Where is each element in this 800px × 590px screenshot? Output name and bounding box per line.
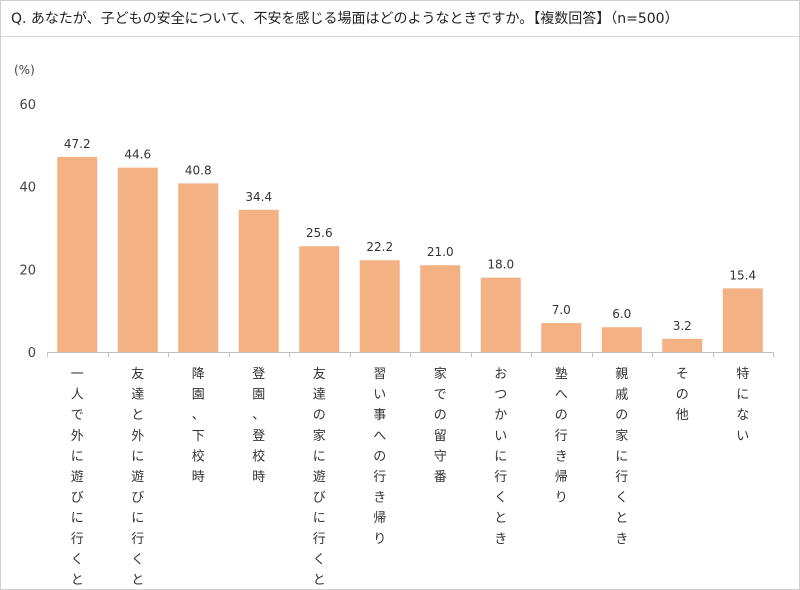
bar (480, 277, 521, 352)
category-labels: 一人で外に遊びに行くとき 友達と外に遊びに行くとき 降園、下校時 登園、登校時 友達の家… (71, 366, 750, 590)
data-label: 18.0 (487, 258, 514, 272)
data-label: 25.6 (306, 226, 333, 240)
chart-title: Q. あなたが、子どもの安全について、不安を感じる場面はどのようなときですか。【… (1, 1, 799, 37)
data-label: 22.2 (366, 240, 393, 254)
bar (178, 183, 219, 352)
bar (541, 323, 582, 352)
category-label: 降園、下校時 (192, 367, 205, 485)
data-label: 21.0 (427, 245, 454, 259)
y-tick-label: 0 (28, 346, 36, 361)
x-axis (47, 352, 774, 357)
category-label: おつかいに行くとき (494, 367, 507, 547)
bar (117, 167, 158, 352)
category-label: 特にない (736, 367, 749, 444)
category-label: 親戚の家に行くとき (615, 367, 628, 547)
data-label: 3.2 (673, 319, 692, 333)
data-label: 44.6 (124, 148, 151, 162)
bar (722, 288, 763, 352)
bar (57, 156, 98, 352)
y-tick-label: 60 (19, 98, 36, 113)
category-label: 友達と外に遊びに行くとき (131, 366, 144, 590)
data-label: 40.8 (185, 163, 212, 177)
y-tick-label: 40 (19, 181, 36, 196)
category-label: 一人で外に遊びに行くとき (71, 367, 84, 590)
category-label: その他 (676, 367, 689, 423)
unit-label: (%) (14, 63, 35, 77)
y-tick-label: 20 (19, 263, 36, 278)
data-label: 47.2 (64, 137, 91, 151)
data-label: 6.0 (612, 307, 631, 321)
bar (299, 246, 340, 352)
bar (662, 338, 703, 352)
bar (359, 260, 400, 352)
category-label: 習い事への行き帰り (373, 367, 386, 547)
data-label: 34.4 (245, 190, 272, 204)
bar (601, 327, 642, 352)
category-label: 友達の家に遊びに行くとき (313, 366, 326, 590)
category-label: 家での留守番 (434, 366, 447, 485)
data-label: 15.4 (729, 268, 756, 282)
bar (420, 265, 461, 352)
category-label: 登園、登校時 (252, 367, 265, 485)
y-axis: 0 20 40 60 (19, 98, 36, 361)
bar (238, 209, 279, 352)
data-labels: 47.2 44.6 40.8 34.4 25.6 22.2 21.0 18.0 7.0 6.0 3.… (64, 137, 756, 333)
data-label: 7.0 (552, 303, 571, 317)
category-label: 塾への行き帰り (555, 366, 568, 506)
bars (57, 156, 763, 352)
